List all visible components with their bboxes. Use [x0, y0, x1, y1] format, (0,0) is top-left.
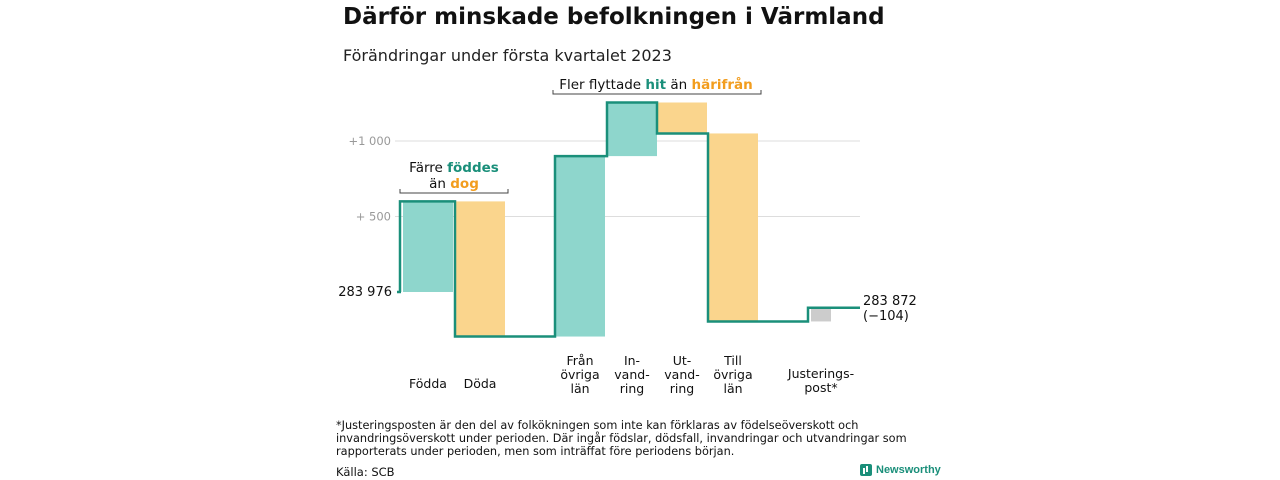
annotation-bracket	[552, 90, 762, 95]
waterfall-bar	[708, 133, 758, 322]
newsworthy-icon	[860, 464, 872, 476]
category-label: Till övriga län	[713, 353, 752, 396]
waterfall-bar	[607, 102, 657, 157]
waterfall-bar	[455, 201, 505, 337]
source-label: Källa: SCB	[336, 465, 395, 479]
waterfall-chart: + 500 +1 000 283 976 283 872(−104) Födda Döda…	[338, 76, 917, 396]
end-change-label: (−104)	[863, 309, 909, 324]
category-label: Döda	[464, 376, 497, 391]
waterfall-bar	[811, 307, 831, 322]
running-total-line	[398, 101, 860, 338]
start-value-label: 283 976	[338, 285, 392, 300]
waterfall-bar	[403, 201, 453, 292]
brand-logo: Newsworthy	[860, 464, 941, 476]
y-tick-label: + 500	[356, 210, 391, 224]
category-label: Från övriga län	[560, 353, 599, 396]
brand-name: Newsworthy	[876, 464, 941, 476]
category-label: Ut-vand-ring	[664, 353, 699, 396]
chart-title: Därför minskade befolkningen i Värmland	[343, 4, 885, 30]
category-label: Födda	[409, 376, 447, 391]
annotation-bracket	[399, 189, 509, 194]
category-label: Justerings-post*	[787, 366, 854, 395]
annotation-births-deaths-line2: än dog	[429, 176, 479, 192]
annotation-migration: Fler flyttade hit än härifrån	[559, 76, 753, 93]
footnote: *Justeringsposten är den del av folkökni…	[336, 419, 907, 458]
waterfall-bar	[657, 102, 707, 134]
end-value-label: 283 872	[863, 294, 917, 309]
category-label: In-vand-ring	[614, 353, 649, 396]
waterfall-bar	[555, 156, 605, 337]
chart-subtitle: Förändringar under första kvartalet 2023	[343, 46, 672, 65]
y-tick-label: +1 000	[348, 134, 391, 148]
annotation-births-deaths-line1: Färre föddes	[409, 160, 499, 176]
